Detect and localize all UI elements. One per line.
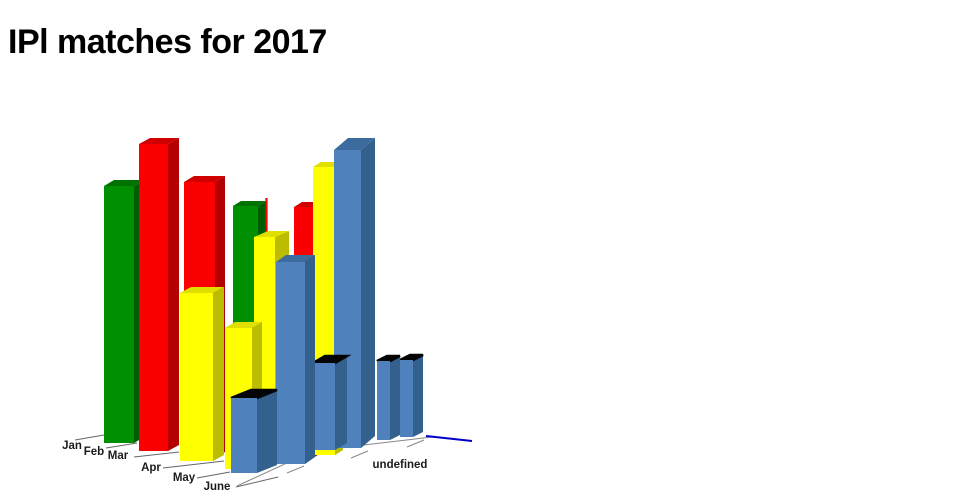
bar-B1[interactable] xyxy=(230,388,278,473)
bar-B3[interactable] xyxy=(308,354,352,450)
month-label-may: May xyxy=(173,472,196,484)
bar-front-face xyxy=(400,360,413,437)
right-tick-stub xyxy=(286,465,305,474)
bar-top-face xyxy=(276,255,315,262)
bar-front-face xyxy=(180,293,213,461)
bar-top-face xyxy=(334,138,375,150)
month-tick-line xyxy=(105,442,138,449)
bar-front-face xyxy=(276,262,305,464)
month-label-feb: Feb xyxy=(84,446,104,458)
bar-top-face xyxy=(254,231,289,237)
bar-side-face xyxy=(335,356,347,450)
bar-side-face xyxy=(305,255,315,464)
month-tick-line xyxy=(162,460,225,469)
month-tick-line xyxy=(235,476,279,488)
month-label-june: June xyxy=(204,481,231,493)
bar-side-face xyxy=(413,355,423,437)
bar-side-face xyxy=(361,138,375,448)
bar-Y1[interactable] xyxy=(180,287,224,461)
bar-B6[interactable] xyxy=(399,353,424,437)
month-label-jan: Jan xyxy=(62,440,82,452)
bar-front-face xyxy=(377,361,390,440)
bar-R1[interactable] xyxy=(139,138,179,451)
bar-top-face xyxy=(180,287,224,293)
bar-B2[interactable] xyxy=(276,255,315,464)
bar-front-face xyxy=(139,144,168,451)
bar-G1[interactable] xyxy=(104,180,144,443)
page-title: IPl matches for 2017 xyxy=(8,23,327,61)
right-tick-stub xyxy=(406,439,425,448)
right-tick-stub xyxy=(350,450,369,459)
bar-top-face xyxy=(184,176,225,182)
bar-front-face xyxy=(231,398,257,473)
bar-top-face xyxy=(104,180,144,186)
bar-top-face xyxy=(139,138,179,144)
undefined-axis-label: undefined xyxy=(373,459,428,471)
bar-top-face xyxy=(225,322,262,328)
month-tick-line xyxy=(196,471,231,479)
bar-side-face xyxy=(168,138,179,451)
bar-side-face xyxy=(390,356,400,440)
month-label-mar: Mar xyxy=(108,450,129,462)
bar-side-face xyxy=(213,287,224,461)
month-tick-line xyxy=(74,434,105,441)
bar-B5[interactable] xyxy=(376,354,401,440)
month-tick-line xyxy=(133,451,180,458)
bar-side-face xyxy=(257,390,277,473)
month-label-apr: Apr xyxy=(141,462,161,474)
bar-top-face xyxy=(233,201,266,206)
blue-axis-line xyxy=(425,435,473,442)
bar-front-face xyxy=(313,363,335,450)
bar-front-face xyxy=(104,186,134,443)
